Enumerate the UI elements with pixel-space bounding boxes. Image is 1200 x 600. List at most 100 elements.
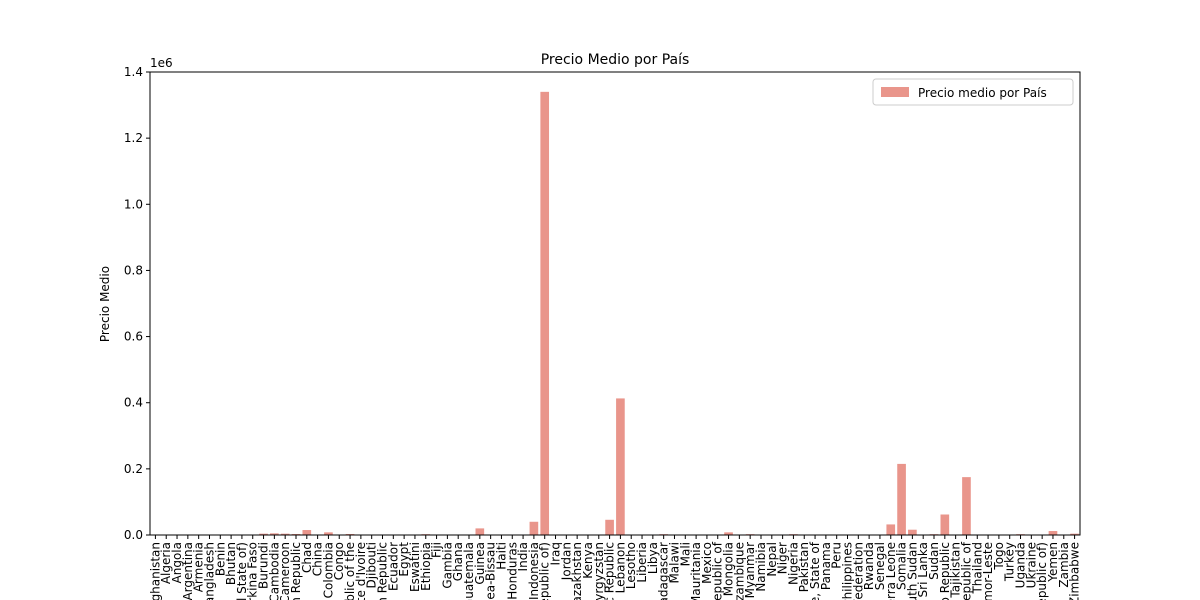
- x-tick-label: Chad: [300, 542, 314, 573]
- x-tick-label: Yemen: [1046, 542, 1060, 583]
- x-tick-label: Angola: [170, 542, 184, 583]
- x-tick-label: Kyrgyzstan: [592, 542, 606, 600]
- bar: [475, 528, 485, 535]
- x-tick-label: Bolivia (Plurinational State of): [235, 542, 249, 600]
- y-tick-label: 0.4: [124, 396, 143, 410]
- x-tick-label: Togo: [992, 542, 1006, 571]
- y-tick-label: 0.0: [124, 528, 143, 542]
- y-tick-label: 0.8: [124, 263, 143, 277]
- x-tick-label: Iran (Islamic Republic of): [538, 542, 552, 600]
- legend-swatch: [881, 87, 909, 97]
- x-tick-label: Afghanistan: [148, 542, 162, 600]
- x-tick-label: Zimbabwe: [1068, 542, 1082, 600]
- bar: [270, 533, 279, 535]
- x-tick-label: Cambodia: [267, 542, 281, 600]
- x-tick-label: Nigeria: [786, 542, 800, 585]
- x-tick-label: Palestine, State of: [808, 541, 822, 600]
- y-axis-label: Precio Medio: [98, 266, 112, 342]
- x-tick-label: Namibia: [754, 542, 768, 592]
- x-tick-label: Iraq: [549, 542, 563, 565]
- y-tick-label: 0.6: [124, 330, 143, 344]
- x-tick-label: Burkina Faso: [246, 542, 260, 600]
- x-tick-label: Djibouti: [365, 542, 379, 589]
- x-tick-label: Syrian Arab Republic: [938, 542, 952, 600]
- bar: [324, 532, 333, 535]
- x-tick-label: Sudan: [927, 542, 941, 580]
- x-tick-label: Gambia: [440, 542, 454, 589]
- x-tick-label: Indonesia: [527, 542, 541, 600]
- x-tick-label: Zambia: [1057, 542, 1071, 588]
- x-tick-label: Guatemala: [462, 542, 476, 600]
- x-tick-label: Moldova, Republic of: [711, 541, 725, 600]
- bar: [962, 477, 971, 535]
- x-tick-label: Lebanon: [613, 542, 627, 593]
- x-tick-label: Ghana: [451, 542, 465, 581]
- x-tick-label: Mongolia: [722, 542, 736, 596]
- legend-box: [872, 78, 1074, 106]
- x-tick-label: South Sudan: [905, 542, 919, 600]
- x-tick-label: Mozambique: [732, 542, 746, 600]
- x-tick-label: Uganda: [1014, 542, 1028, 588]
- x-tick-label: Guinea-Bissau: [484, 542, 498, 600]
- x-tick-label: Panama: [819, 542, 833, 590]
- x-tick-label: Central African Republic: [289, 542, 303, 600]
- x-tick-label: Congo, Democratic Republic of the: [343, 542, 357, 600]
- bar: [1048, 531, 1058, 535]
- x-tick-label: Jordan: [559, 542, 573, 581]
- chart-title: Precio Medio por País: [541, 52, 690, 68]
- x-tick-label: Cameroon: [278, 542, 292, 600]
- x-tick-label: Somalia: [895, 542, 909, 590]
- x-tick-label: Venezuela (Bolivarian Republic of): [1035, 542, 1049, 600]
- x-tick-label: Mali: [678, 542, 692, 566]
- x-tick-label: Guinea: [473, 542, 487, 585]
- x-tick-label: Ecuador: [386, 542, 400, 591]
- x-tick-label: Russian Federation: [851, 542, 865, 600]
- bar: [616, 398, 625, 535]
- x-tick-label: Ukraine: [1024, 542, 1038, 588]
- x-tick-label: Malawi: [667, 542, 681, 584]
- x-tick-label: Mexico: [700, 542, 714, 584]
- x-tick-label: Timor-Leste: [981, 542, 995, 600]
- x-tick-label: Senegal: [873, 542, 887, 590]
- x-tick-label: Colombia: [321, 542, 335, 598]
- x-tick-label: Thailand: [970, 542, 984, 595]
- x-tick-label: Niger: [776, 542, 790, 574]
- x-tick-label: Lesotho: [624, 542, 638, 589]
- x-tick-label: Kazakhstan: [570, 542, 584, 600]
- x-tick-label: Ethiopia: [419, 542, 433, 591]
- x-tick-label: Myanmar: [743, 542, 757, 598]
- x-tick-label: Honduras: [505, 542, 519, 600]
- x-tick-label: Pakistan: [797, 542, 811, 592]
- x-tick-label: Fiji: [430, 542, 444, 558]
- x-tick-label: Lao People's Democratic Republic: [603, 542, 617, 600]
- y-tick-label: 1.2: [124, 131, 143, 145]
- x-tick-label: Rwanda: [862, 542, 876, 590]
- x-tick-label: Kenya: [581, 542, 595, 579]
- x-tick-label: Congo: [332, 542, 346, 580]
- x-tick-label: China: [311, 542, 325, 576]
- legend-label: Precio medio por País: [918, 86, 1047, 100]
- bar: [1070, 533, 1079, 535]
- y-tick-label: 0.2: [124, 462, 143, 476]
- bar: [280, 533, 290, 535]
- bar: [940, 514, 950, 535]
- y-offset-label: 1e6: [150, 56, 173, 70]
- x-tick-label: Burundi: [257, 542, 271, 589]
- bar: [886, 524, 896, 535]
- x-tick-label: Eswatini: [408, 542, 422, 592]
- x-tick-label: Tajikistan: [949, 542, 963, 599]
- y-tick-label: 1.0: [124, 197, 143, 211]
- x-tick-label: Liberia: [635, 542, 649, 583]
- x-tick-label: Algeria: [159, 542, 173, 584]
- x-tick-label: Sierra Leone: [884, 542, 898, 600]
- x-tick-label: Egypt: [397, 542, 411, 577]
- x-tick-label: India: [516, 542, 530, 571]
- x-tick-label: Dominican Republic: [376, 542, 390, 600]
- bar: [724, 532, 733, 535]
- plot-frame: [149, 71, 1081, 536]
- bar: [908, 529, 917, 535]
- bar: [605, 519, 614, 535]
- x-tick-label: Benin: [213, 542, 227, 576]
